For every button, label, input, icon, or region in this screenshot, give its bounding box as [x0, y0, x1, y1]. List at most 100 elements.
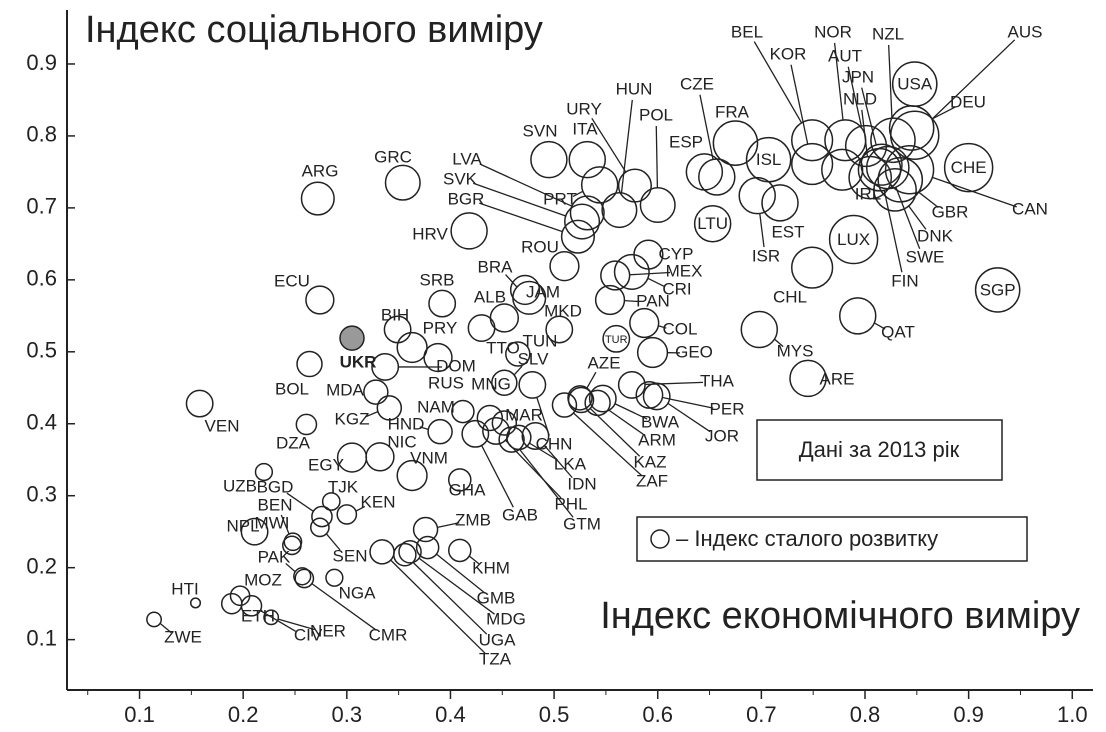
x-tick-label: 0.6 — [642, 702, 673, 727]
legend-label: – Індекс сталого розвитку — [676, 526, 938, 551]
leader-line — [861, 109, 869, 157]
point-label: ISR — [752, 246, 780, 265]
leader-line — [658, 325, 667, 329]
bubble — [642, 382, 671, 411]
bubble — [293, 567, 312, 586]
point-label: HUN — [616, 79, 653, 98]
leader-line — [908, 205, 927, 230]
point-label: FIN — [891, 271, 918, 290]
bubble — [870, 117, 916, 164]
point-label: USA — [897, 75, 933, 94]
point-label: JPN — [842, 67, 874, 86]
point-label: AUT — [828, 46, 862, 65]
bubble — [305, 285, 335, 315]
y-tick-label: 0.2 — [26, 553, 57, 578]
leader-line — [647, 277, 665, 287]
point-label: HTI — [171, 579, 198, 598]
bubble — [450, 212, 488, 250]
bubble — [738, 176, 776, 215]
point-label: BGD — [257, 477, 294, 496]
point-label: MDA — [326, 380, 364, 399]
point-label: FRA — [715, 102, 750, 121]
bubble — [294, 568, 315, 589]
point-label: NAM — [417, 397, 455, 416]
point-label: CRI — [662, 279, 691, 298]
point-label: ECU — [274, 271, 310, 290]
leader-line — [620, 99, 633, 193]
leader-line — [473, 182, 566, 217]
bubble — [415, 535, 440, 560]
bubble — [336, 504, 358, 525]
leader-line — [437, 522, 460, 529]
point-label: ISL — [756, 150, 782, 169]
point-label: KAZ — [633, 452, 666, 471]
point-label: DZA — [276, 433, 311, 452]
y-tick-label: 0.8 — [26, 122, 57, 147]
leader-line — [847, 66, 862, 127]
point-label: GBR — [932, 202, 969, 221]
bubble — [512, 280, 547, 315]
bubble — [263, 609, 280, 626]
bubble — [461, 419, 490, 448]
bubble — [569, 195, 605, 231]
bubble — [560, 219, 595, 254]
leader-line — [529, 442, 559, 461]
leader-line — [931, 106, 956, 120]
bubble — [283, 532, 303, 552]
point-label: QAT — [881, 322, 915, 341]
bubble — [567, 386, 595, 414]
point-label: ZMB — [455, 510, 491, 529]
annotation: Дані за 2013 рік — [799, 437, 960, 462]
point-label: NLD — [843, 89, 877, 108]
bubble — [600, 260, 631, 291]
bubble — [943, 142, 994, 193]
point-label: ESP — [669, 132, 703, 151]
leader-line — [280, 514, 290, 535]
bubble — [761, 184, 799, 222]
leader-line — [365, 411, 379, 418]
bubble — [240, 517, 269, 546]
leader-line — [355, 505, 366, 512]
leader-line — [573, 412, 642, 476]
point-label: BEN — [258, 495, 293, 514]
bubble — [295, 413, 318, 436]
bubble — [396, 459, 428, 492]
point-label: NER — [310, 621, 346, 640]
x-tick-label: 1.0 — [1057, 702, 1088, 727]
point-label: LVA — [452, 149, 482, 168]
bubble — [629, 307, 660, 339]
y-tick-label: 0.1 — [26, 625, 57, 650]
leader-line — [504, 439, 562, 499]
leader-line — [311, 583, 377, 631]
leader-line — [286, 492, 314, 512]
leader-line — [479, 202, 563, 233]
bubble — [398, 540, 422, 564]
bubble — [240, 594, 263, 617]
point-label: ITA — [572, 119, 598, 138]
point-label: PRT — [543, 189, 577, 208]
bubble — [505, 341, 531, 367]
leader-line — [519, 448, 574, 518]
bubble — [789, 359, 827, 398]
point-label: NPL — [226, 516, 259, 535]
leader-line — [412, 561, 488, 635]
point-label: LTU — [697, 214, 728, 233]
bubble — [489, 303, 520, 333]
point-label: MAR — [505, 405, 543, 424]
leader-line — [479, 163, 573, 207]
point-label: NZL — [872, 24, 904, 43]
point-label: LUX — [837, 230, 870, 249]
bubble — [339, 325, 365, 351]
bubble — [296, 350, 323, 378]
leader-line — [888, 44, 893, 119]
point-label: CHE — [951, 158, 987, 177]
leader-line — [918, 191, 939, 208]
point-label: TJK — [328, 477, 359, 496]
bubble — [888, 105, 935, 151]
bubble — [857, 147, 902, 192]
bubble — [530, 140, 568, 179]
point-label: PRY — [423, 318, 458, 337]
point-label: HRV — [412, 224, 448, 243]
point-label: MDG — [486, 609, 526, 628]
bubble — [369, 539, 395, 565]
